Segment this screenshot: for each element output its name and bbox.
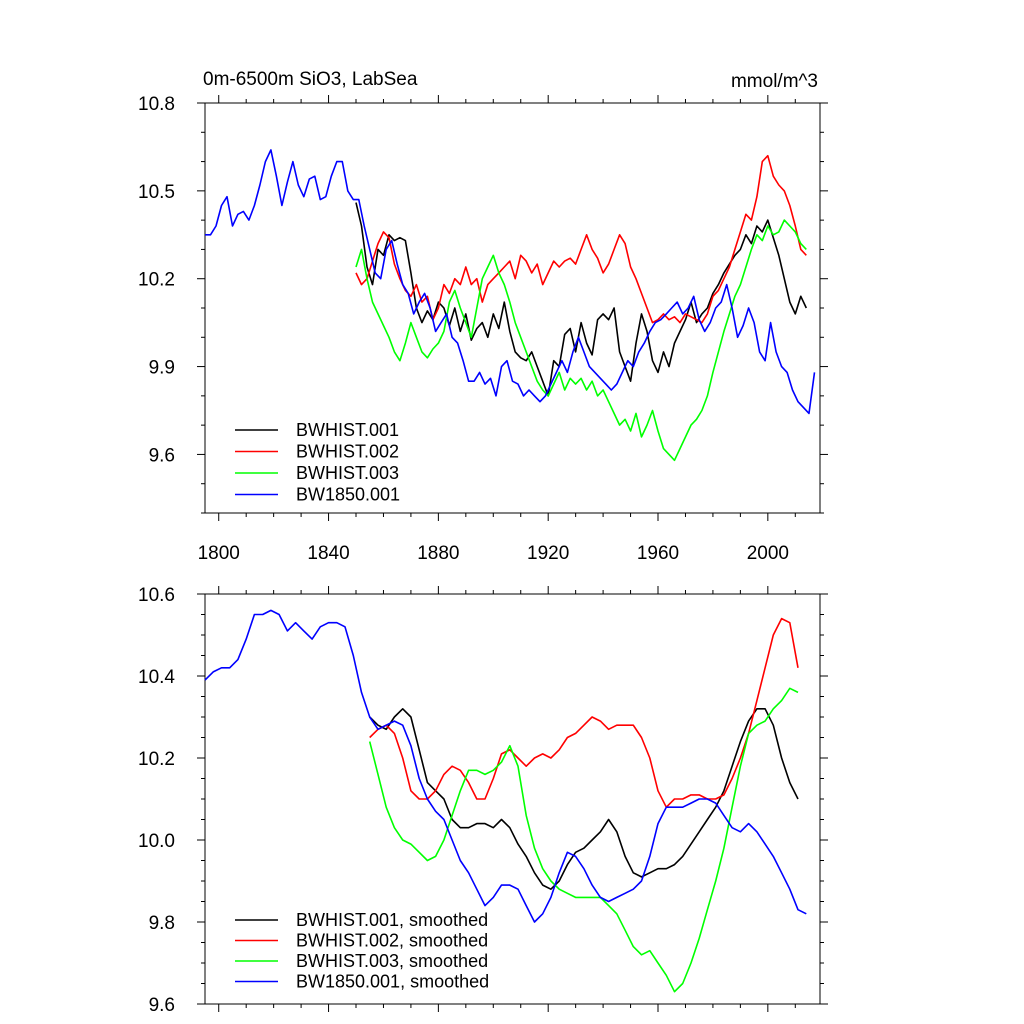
series-line — [368, 687, 799, 993]
series-line — [355, 154, 807, 324]
y-tick-label: 9.9 — [149, 358, 175, 379]
y-tick-label: 10.8 — [138, 94, 175, 115]
panel1-units: mmol/m^3 — [731, 71, 818, 92]
x-tick-label: 2000 — [747, 543, 789, 564]
panel-bottom: 9.6 9.8 10.0 10.2 10.4 10.6 BWHIST.001, smooth… — [138, 585, 828, 1016]
legend-label: BWHIST.003 — [296, 463, 399, 483]
legend-label: BWHIST.002, smoothed — [296, 931, 488, 951]
legend-label: BW1850.001 — [296, 485, 400, 505]
panel1-title: 0m-6500m SiO3, LabSea — [203, 69, 418, 90]
y-tick-label: 9.8 — [149, 913, 175, 934]
x-tick-label: 1880 — [417, 543, 459, 564]
series-line — [355, 219, 807, 462]
y-tick-label: 10.2 — [138, 749, 175, 770]
legend-label: BWHIST.003, smoothed — [296, 951, 488, 971]
series-line — [204, 609, 807, 923]
x-tick-label: 1920 — [527, 543, 569, 564]
legend-label: BWHIST.001, smoothed — [296, 910, 488, 930]
legend-label: BWHIST.001 — [296, 420, 399, 440]
series-line — [369, 707, 799, 891]
legend-label: BW1850.001, smoothed — [296, 972, 489, 992]
x-tick-label: 1960 — [637, 543, 679, 564]
y-tick-label: 10.4 — [138, 667, 175, 688]
legend-label: BWHIST.002 — [296, 442, 399, 462]
y-tick-label: 9.6 — [149, 445, 175, 466]
series-line — [369, 617, 799, 809]
x-tick-label: 1800 — [198, 543, 240, 564]
series-line — [205, 149, 816, 415]
panel-top: 1800 1840 1880 1920 1960 2000 9.6 9.9 10.2 10.5 10… — [138, 94, 828, 564]
y-tick-label: 10.6 — [138, 585, 175, 606]
y-tick-label: 10.2 — [138, 270, 175, 291]
y-tick-label: 10.0 — [138, 831, 175, 852]
y-tick-label: 9.6 — [149, 995, 175, 1016]
x-tick-label: 1840 — [307, 543, 349, 564]
y-tick-label: 10.5 — [138, 182, 175, 203]
